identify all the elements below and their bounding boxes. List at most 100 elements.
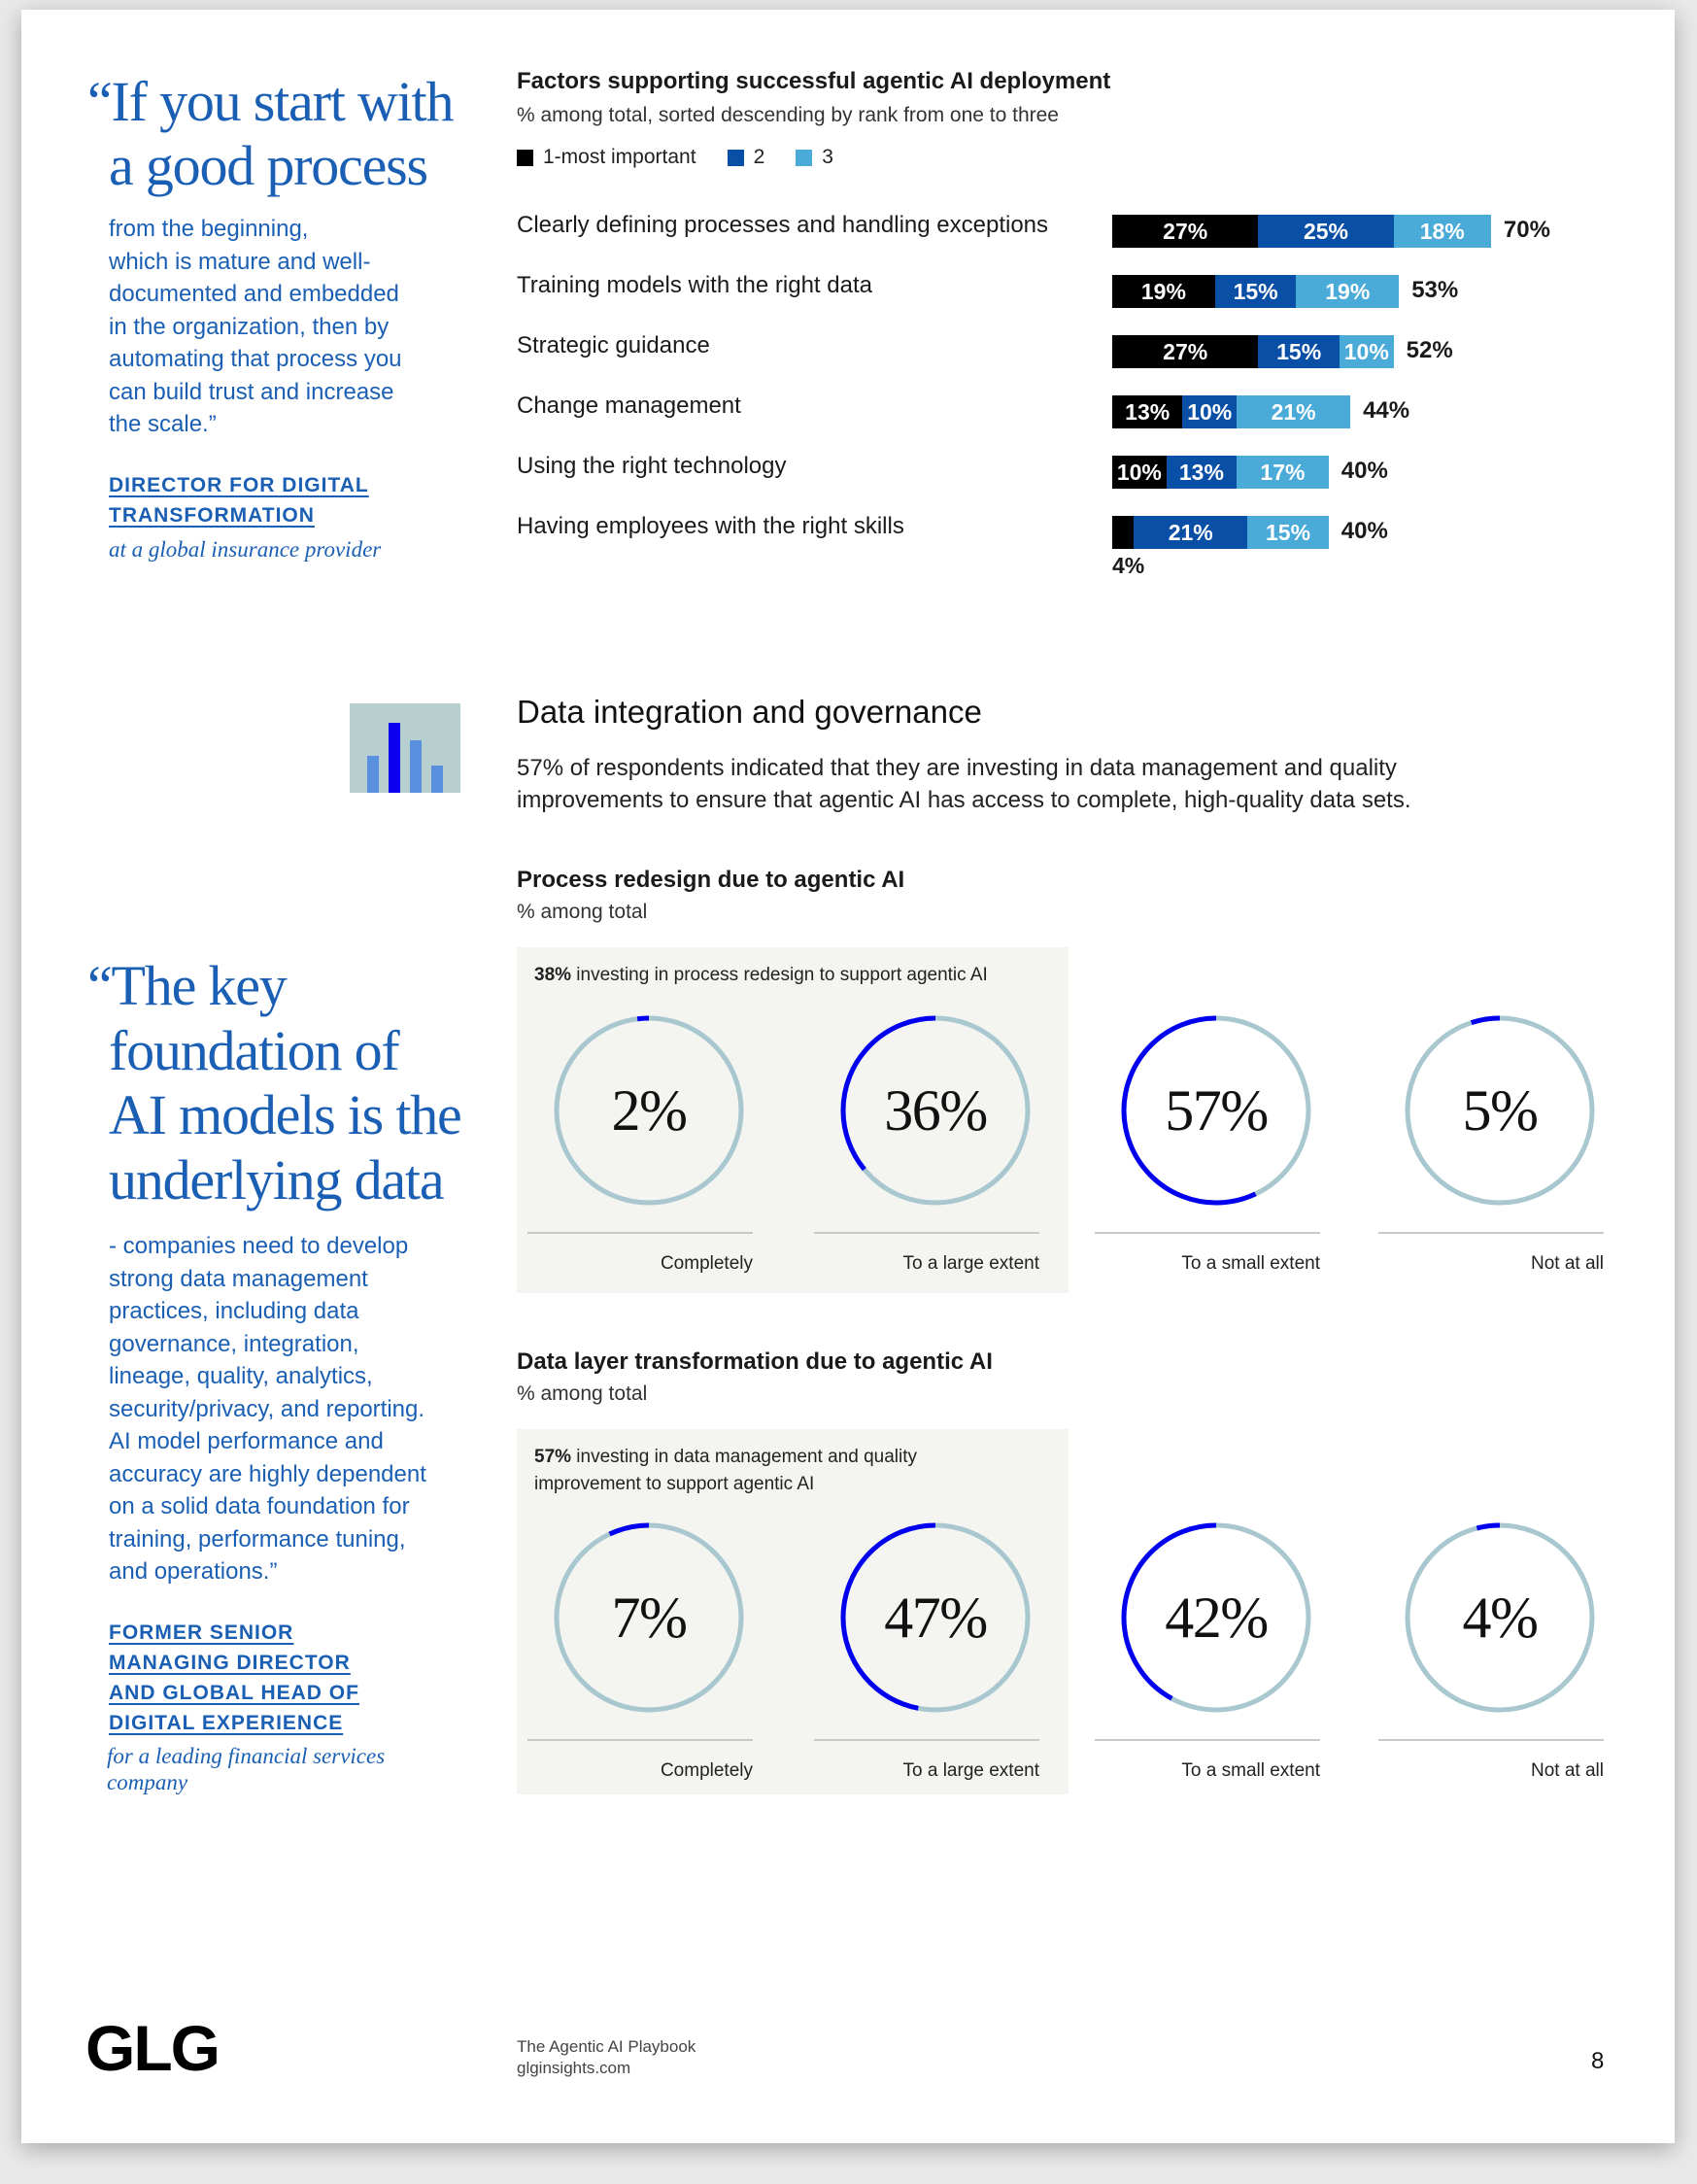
quote-2-attribution-sub-line: company	[107, 1770, 188, 1794]
quote-1-attribution-line: TRANSFORMATION	[109, 504, 315, 527]
bar-segment-label: 15%	[1233, 278, 1278, 304]
bar-segment: 18%	[1393, 215, 1491, 248]
data-donut-arc	[840, 1522, 1031, 1713]
quote-2-attribution-sub-line: for a leading financial services	[107, 1744, 386, 1768]
bar-segment-label: 21%	[1271, 398, 1316, 425]
bar-row-label: Change management	[517, 392, 741, 419]
bar-segment-label: 10%	[1187, 398, 1233, 425]
quote-1-body-line: documented and embedded	[109, 281, 399, 307]
data-donut-graphic	[840, 1522, 1031, 1713]
bar-segment: 19%	[1296, 275, 1400, 308]
data-baseline	[814, 1739, 1039, 1741]
quote-2-attribution-line: MANAGING DIRECTOR	[109, 1652, 351, 1674]
bar-row-label: Using the right technology	[517, 453, 787, 479]
legend-item: 2	[727, 146, 764, 169]
bar-segment-label: 19%	[1325, 278, 1371, 304]
bar-segment-label: 18%	[1419, 218, 1465, 244]
process-donut-graphic	[1405, 1015, 1595, 1206]
bar-segment: 15%	[1214, 275, 1297, 308]
quote-2-body-line: security/privacy, and reporting.	[109, 1395, 425, 1422]
legend-swatch	[796, 149, 813, 166]
process-baseline	[527, 1232, 753, 1234]
legend-swatch	[517, 149, 533, 166]
data-donut-arc	[554, 1522, 744, 1713]
data-highlight-value: 57%	[534, 1447, 572, 1467]
process-donut-graphic	[554, 1015, 744, 1206]
quote-2-headline-line: AI models is the	[109, 1083, 462, 1146]
quote-1-body-line: can build trust and increase	[109, 378, 394, 405]
quote-1-headline: “If you start with a good process	[87, 70, 454, 198]
data-highlight-note: 57% investing in data management and qua…	[534, 1444, 917, 1498]
legend-item: 1-most important	[517, 146, 696, 169]
quote-1-body-line: from the beginning,	[109, 216, 309, 242]
quote-1-attribution: DIRECTOR FOR DIGITAL TRANSFORMATION	[109, 470, 369, 530]
process-donut: 2%	[552, 1013, 746, 1208]
process-baseline	[1095, 1232, 1320, 1234]
quote-1-body-line: the scale.”	[109, 411, 217, 437]
quote-2-attribution-line: FORMER SENIOR	[109, 1621, 294, 1644]
process-donut-graphic	[1121, 1015, 1311, 1206]
bar-row-label: Clearly defining processes and handling …	[517, 212, 1049, 238]
quote-2-body-line: and operations.”	[109, 1558, 278, 1585]
bar-total-label: 40%	[1341, 518, 1388, 544]
quote-2-body-line: - companies need to develop	[109, 1233, 409, 1259]
bar-segment-label: 25%	[1303, 218, 1349, 244]
bar-segment-label: 21%	[1168, 519, 1213, 545]
quote-2-body-line: accuracy are highly dependent	[109, 1460, 426, 1487]
quote-2-headline: “The key foundation of AI models is the …	[87, 954, 462, 1212]
process-donut-value: 5%	[1462, 1077, 1539, 1143]
bar-segment: 17%	[1237, 456, 1329, 489]
data-highlight-note-line: improvement to support agentic AI	[534, 1474, 815, 1494]
bar-segment-label: 27%	[1163, 338, 1208, 364]
process-highlight-text: investing in process redesign to support…	[571, 965, 988, 985]
data-donut-value: 47%	[884, 1585, 988, 1650]
quote-2-attribution-sub: for a leading financial services company	[107, 1743, 385, 1795]
bar-segment-label: 15%	[1266, 519, 1311, 545]
factors-chart-legend: 1-most important 2 3	[517, 146, 865, 169]
bar-total-label: 53%	[1411, 277, 1459, 303]
data-highlight-note-line: 57% investing in data management and qua…	[534, 1444, 917, 1471]
process-category-label: Completely	[660, 1253, 753, 1274]
data-category-label: Not at all	[1531, 1760, 1604, 1781]
process-highlight-note: 38% investing in process redesign to sup…	[534, 962, 988, 989]
data-donut: 42%	[1119, 1520, 1313, 1715]
data-donut: 47%	[838, 1520, 1033, 1715]
process-chart-subtitle: % among total	[517, 901, 648, 923]
quote-2-body-line: AI model performance and	[109, 1428, 384, 1454]
data-donut-value: 7%	[611, 1585, 688, 1650]
report-page: “If you start with a good process from t…	[21, 10, 1675, 2143]
data-donut-graphic	[1405, 1522, 1595, 1713]
quote-2-body-line: governance, integration,	[109, 1330, 359, 1357]
legend-label: 3	[822, 146, 833, 168]
section-body: 57% of respondents indicated that they a…	[517, 752, 1411, 816]
data-category-label: To a small extent	[1181, 1760, 1320, 1781]
section-title: Data integration and governance	[517, 694, 982, 730]
footer-website[interactable]: glginsights.com	[517, 2059, 631, 2077]
data-category-label: Completely	[660, 1760, 753, 1781]
quote-1-body-line: automating that process you	[109, 346, 402, 372]
bar-segment-label: 10%	[1343, 338, 1389, 364]
quote-1-attribution-line: DIRECTOR FOR DIGITAL	[109, 474, 369, 496]
process-donut: 57%	[1119, 1013, 1313, 1208]
bar-segment-label: 17%	[1260, 459, 1306, 485]
process-donut-value: 57%	[1165, 1077, 1269, 1143]
process-chart-title: Process redesign due to agentic AI	[517, 867, 905, 893]
bar-segment: 25%	[1258, 215, 1394, 248]
bar-segment-label: 13%	[1125, 398, 1171, 425]
legend-label: 1-most important	[543, 146, 696, 168]
data-chart-title: Data layer transformation due to agentic…	[517, 1348, 993, 1375]
bar-segment: 21%	[1134, 516, 1248, 549]
bar-segment: 13%	[1166, 456, 1238, 489]
bar-segment: 10%	[1112, 456, 1167, 489]
data-chart-subtitle: % among total	[517, 1382, 648, 1405]
process-highlight-value: 38%	[534, 965, 572, 985]
footer-publication: The Agentic AI Playbook	[517, 2037, 696, 2056]
quote-2-body-line: lineage, quality, analytics,	[109, 1363, 373, 1389]
bar-row-label: Having employees with the right skills	[517, 513, 904, 539]
quote-2-headline-line: foundation of	[109, 1018, 400, 1082]
bar-row-label: Training models with the right data	[517, 272, 872, 298]
data-category-label: To a large extent	[902, 1760, 1039, 1781]
data-baseline	[1378, 1739, 1604, 1741]
quote-1-body-line: which is mature and well-	[109, 248, 371, 275]
page-number: 8	[1591, 2048, 1605, 2074]
